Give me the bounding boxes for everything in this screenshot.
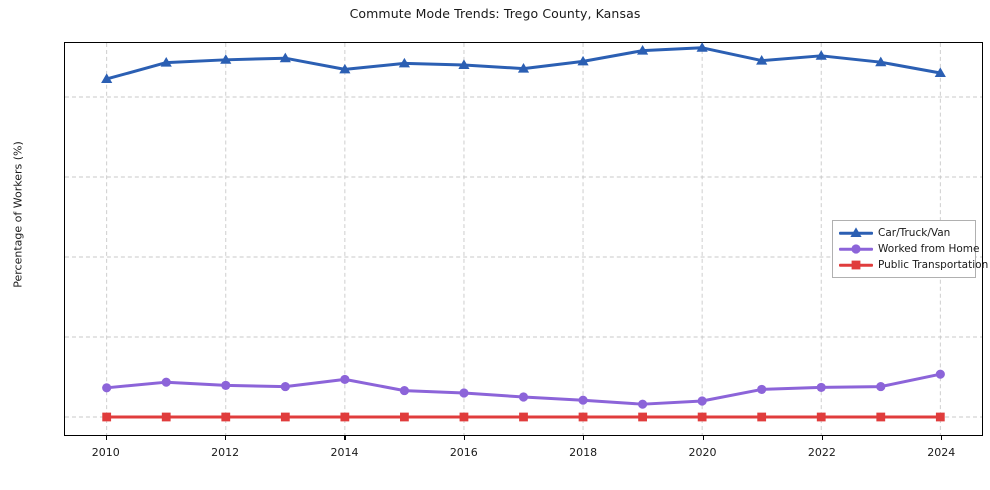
x-tick-label: 2020 [688,446,717,459]
data-point-marker [519,412,528,422]
data-point-marker [578,395,588,405]
data-point-marker [637,45,649,55]
data-point-marker [102,412,112,422]
data-point-marker [757,384,767,394]
data-point-marker [697,396,707,406]
data-point-marker [101,73,113,84]
legend-label: Worked from Home [878,243,980,255]
legend-label: Public Transportation [878,259,989,271]
data-point-marker [279,52,291,63]
legend-marker-icon [851,260,861,270]
legend-label: Car/Truck/Van [878,227,951,239]
data-point-marker [280,382,290,392]
data-point-marker [696,42,708,52]
data-point-marker [400,412,409,422]
legend-swatch [839,258,873,272]
legend-marker-icon [850,227,862,238]
data-point-marker [638,399,648,409]
x-tick-label: 2010 [91,446,120,459]
data-point-marker [339,63,351,74]
data-point-markers [101,42,946,422]
x-tick-mark [821,436,824,440]
data-point-marker [934,67,946,78]
x-tick-mark [105,436,107,440]
data-point-marker [221,380,231,390]
x-tick-mark [583,436,585,440]
data-point-marker [876,412,886,422]
data-point-marker [850,227,862,238]
data-point-marker [757,412,767,422]
x-tick-mark [344,436,346,440]
x-tick-label: 2016 [449,446,478,459]
data-point-marker [851,260,861,270]
x-tick-mark [463,436,465,440]
x-tick-label: 2014 [330,446,359,459]
data-point-marker [399,386,409,396]
data-point-marker [280,412,290,422]
data-point-marker [398,57,410,68]
data-point-marker [638,412,647,422]
x-tick-mark [941,436,943,440]
x-tick-label: 2024 [927,446,956,459]
data-point-marker [935,412,945,422]
legend-item[interactable]: Worked from Home [839,241,979,257]
data-point-marker [102,383,112,393]
data-point-marker [220,54,232,64]
legend-item[interactable]: Car/Truck/Van [839,225,969,241]
data-point-marker [876,382,886,392]
data-point-marker [459,412,469,422]
data-point-marker [340,374,350,384]
data-point-marker [458,59,470,70]
data-point-marker [160,57,172,67]
x-tick-label: 2012 [211,446,240,459]
data-point-marker [221,412,231,422]
data-point-marker [518,392,529,402]
plot-area [64,42,983,436]
data-point-marker [756,55,768,65]
legend-swatch [839,226,873,240]
data-point-marker [851,244,861,254]
x-tick-label: 2018 [569,446,598,459]
data-point-marker [517,63,530,73]
legend-item[interactable]: Public Transportation [839,257,988,273]
data-point-marker [161,377,171,387]
data-point-marker [875,56,887,67]
data-point-marker [459,388,469,398]
data-point-marker [816,382,826,392]
legend-swatch [839,242,873,256]
data-point-marker [340,412,350,422]
data-point-marker [697,412,707,422]
data-point-marker [815,50,827,60]
data-point-marker [816,412,826,422]
data-point-marker [161,412,171,422]
x-tick-mark [702,436,704,440]
y-axis-label: Percentage of Workers (%) [11,141,25,288]
chart-title: Commute Mode Trends: Trego County, Kansa… [349,6,641,21]
x-tick-mark [225,436,227,440]
data-point-marker [578,412,588,422]
legend-marker-icon [851,244,861,254]
data-point-marker [935,369,945,379]
data-point-marker [577,55,589,66]
chart-legend: Car/Truck/Van Worked from Home Public Tran… [832,220,988,278]
x-tick-label: 2022 [807,446,836,459]
